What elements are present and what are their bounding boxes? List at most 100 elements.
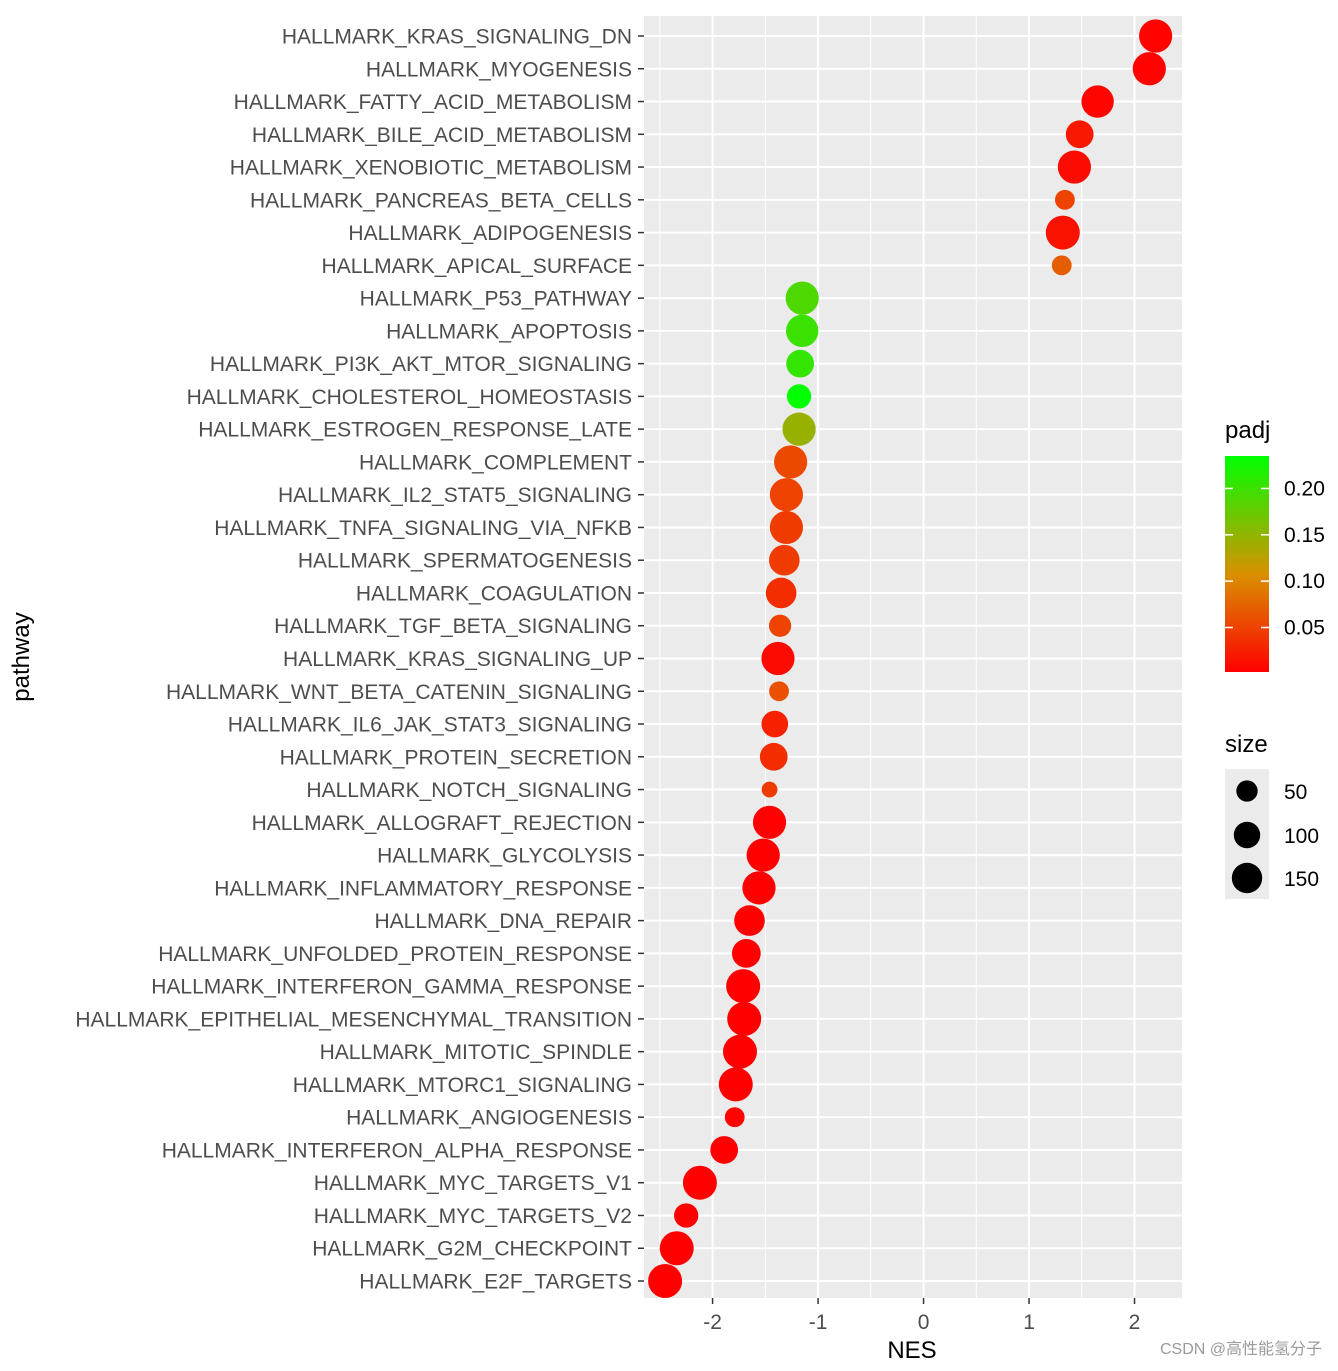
size-legend-title: size: [1225, 731, 1268, 758]
y-tick-label: HALLMARK_ESTROGEN_RESPONSE_LATE: [198, 419, 632, 442]
point-hallmark-adipogenesis: [1045, 215, 1080, 250]
y-tick-label: HALLMARK_MYOGENESIS: [366, 58, 632, 81]
x-axis-title: NES: [887, 1337, 936, 1364]
watermark: CSDN @高性能氢分子: [1160, 1340, 1322, 1358]
colorbar-tick-label: 0.15: [1284, 524, 1325, 547]
point-hallmark-complement: [774, 445, 808, 479]
y-tick-label: HALLMARK_IL2_STAT5_SIGNALING: [278, 484, 632, 507]
point-hallmark-interferon-alpha-response: [710, 1136, 739, 1164]
point-hallmark-myc-targets-v2: [674, 1203, 699, 1228]
x-tick-label: -1: [809, 1311, 828, 1334]
y-tick-label: HALLMARK_E2F_TARGETS: [359, 1271, 632, 1294]
point-hallmark-dna-repair: [734, 905, 765, 936]
y-axis-title: pathway: [8, 612, 35, 701]
y-tick-label: HALLMARK_XENOBIOTIC_METABOLISM: [230, 157, 632, 180]
y-tick-label: HALLMARK_DNA_REPAIR: [374, 910, 632, 933]
point-hallmark-cholesterol-homeostasis: [786, 384, 812, 409]
point-hallmark-allograft-rejection: [752, 805, 787, 839]
y-tick-label: HALLMARK_GLYCOLYSIS: [377, 845, 632, 868]
data-points: [648, 19, 1173, 1298]
point-hallmark-kras-signaling-dn: [1139, 19, 1173, 53]
point-hallmark-pi3k-akt-mtor-signaling: [786, 349, 815, 378]
x-tick-label: 0: [918, 1311, 930, 1334]
color-legend-title: padj: [1225, 417, 1270, 444]
y-tick-label: HALLMARK_FATTY_ACID_METABOLISM: [234, 91, 632, 114]
point-hallmark-fatty-acid-metabolism: [1081, 85, 1114, 118]
point-hallmark-e2f-targets: [648, 1264, 683, 1298]
point-hallmark-estrogen-response-late: [782, 412, 816, 446]
point-hallmark-unfolded-protein-response: [731, 938, 761, 968]
point-hallmark-il2-stat5-signaling: [769, 478, 804, 512]
y-tick-label: HALLMARK_WNT_BETA_CATENIN_SIGNALING: [166, 681, 632, 704]
x-tick-label: -2: [703, 1311, 722, 1334]
y-tick-label: HALLMARK_BILE_ACID_METABOLISM: [252, 124, 632, 147]
point-hallmark-protein-secretion: [759, 742, 788, 771]
point-hallmark-spermatogenesis: [768, 544, 800, 576]
y-tick-label: HALLMARK_MYC_TARGETS_V2: [314, 1205, 632, 1228]
y-tick-label: HALLMARK_TNFA_SIGNALING_VIA_NFKB: [214, 517, 632, 540]
y-tick-label: HALLMARK_EPITHELIAL_MESENCHYMAL_TRANSITI…: [75, 1008, 632, 1031]
point-hallmark-interferon-gamma-response: [726, 969, 761, 1004]
y-tick-label: HALLMARK_SPERMATOGENESIS: [298, 550, 632, 573]
size-legend-label: 150: [1284, 868, 1319, 891]
y-tick-label: HALLMARK_G2M_CHECKPOINT: [312, 1238, 632, 1261]
point-hallmark-mtorc1-signaling: [718, 1067, 753, 1102]
y-tick-label: HALLMARK_INTERFERON_GAMMA_RESPONSE: [151, 976, 632, 999]
point-hallmark-tgf-beta-signaling: [768, 614, 792, 637]
colorbar-tick-label: 0.10: [1284, 570, 1325, 593]
point-hallmark-tnfa-signaling-via-nfkb: [769, 510, 804, 545]
colorbar-tick-label: 0.20: [1284, 477, 1325, 500]
point-hallmark-g2m-checkpoint: [659, 1231, 694, 1266]
y-tick-label: HALLMARK_MTORC1_SIGNALING: [293, 1074, 632, 1097]
y-tick-label: HALLMARK_APICAL_SURFACE: [322, 255, 632, 278]
point-hallmark-pancreas-beta-cells: [1054, 189, 1075, 210]
y-axis-ticks: HALLMARK_KRAS_SIGNALING_DN HALLMARK_MYOGE…: [75, 26, 644, 1294]
point-hallmark-p53-pathway: [785, 281, 819, 315]
y-tick-label: HALLMARK_CHOLESTEROL_HOMEOSTASIS: [187, 386, 632, 409]
y-tick-label: HALLMARK_ADIPOGENESIS: [348, 222, 632, 245]
size-legend-dot: [1231, 862, 1263, 894]
y-tick-label: HALLMARK_ANGIOGENESIS: [346, 1107, 632, 1130]
y-tick-label: HALLMARK_TGF_BETA_SIGNALING: [274, 615, 632, 638]
size-legend: size 50 100 150: [1225, 731, 1319, 899]
x-axis-ticks: -2 -1 0 1 2: [703, 1298, 1140, 1334]
y-tick-label: HALLMARK_UNFOLDED_PROTEIN_RESPONSE: [158, 943, 632, 966]
point-hallmark-notch-signaling: [761, 781, 778, 798]
y-tick-label: HALLMARK_P53_PATHWAY: [360, 288, 632, 311]
y-tick-label: HALLMARK_MITOTIC_SPINDLE: [320, 1041, 632, 1064]
size-legend-label: 50: [1284, 781, 1307, 804]
y-tick-label: HALLMARK_KRAS_SIGNALING_DN: [282, 26, 632, 49]
point-hallmark-epithelial-mesenchymal-transition: [727, 1001, 762, 1036]
y-tick-label: HALLMARK_INTERFERON_ALPHA_RESPONSE: [162, 1139, 632, 1162]
y-tick-label: HALLMARK_NOTCH_SIGNALING: [306, 779, 632, 802]
point-hallmark-angiogenesis: [724, 1107, 745, 1128]
x-tick-label: 1: [1023, 1311, 1035, 1334]
point-hallmark-il6-jak-stat3-signaling: [761, 710, 789, 738]
y-tick-label: HALLMARK_APOPTOSIS: [386, 320, 632, 343]
point-hallmark-apoptosis: [786, 314, 819, 348]
point-hallmark-inflammatory-response: [742, 871, 776, 905]
color-legend-bar: [1225, 456, 1269, 672]
y-tick-label: HALLMARK_ALLOGRAFT_REJECTION: [252, 812, 632, 835]
point-hallmark-bile-acid-metabolism: [1065, 120, 1094, 149]
y-tick-label: HALLMARK_COAGULATION: [356, 582, 632, 605]
x-tick-label: 2: [1129, 1311, 1141, 1334]
size-legend-dot: [1236, 780, 1258, 802]
point-hallmark-kras-signaling-up: [761, 641, 795, 676]
point-hallmark-mitotic-spindle: [722, 1034, 757, 1069]
size-legend-label: 100: [1284, 825, 1319, 848]
y-tick-label: HALLMARK_MYC_TARGETS_V1: [314, 1172, 632, 1195]
color-legend: padj 0.20 0.15 0.10 0.05: [1225, 417, 1325, 672]
size-legend-dot: [1233, 821, 1261, 849]
point-hallmark-wnt-beta-catenin-signaling: [769, 681, 789, 702]
point-hallmark-apical-surface: [1051, 255, 1072, 276]
y-tick-label: HALLMARK_IL6_JAK_STAT3_SIGNALING: [228, 714, 632, 737]
y-tick-label: HALLMARK_COMPLEMENT: [359, 451, 632, 474]
y-tick-label: HALLMARK_PANCREAS_BETA_CELLS: [250, 189, 632, 212]
colorbar-tick-label: 0.05: [1284, 617, 1325, 640]
point-hallmark-glycolysis: [746, 838, 780, 872]
y-tick-label: HALLMARK_KRAS_SIGNALING_UP: [283, 648, 632, 671]
point-hallmark-myc-targets-v1: [682, 1165, 717, 1200]
